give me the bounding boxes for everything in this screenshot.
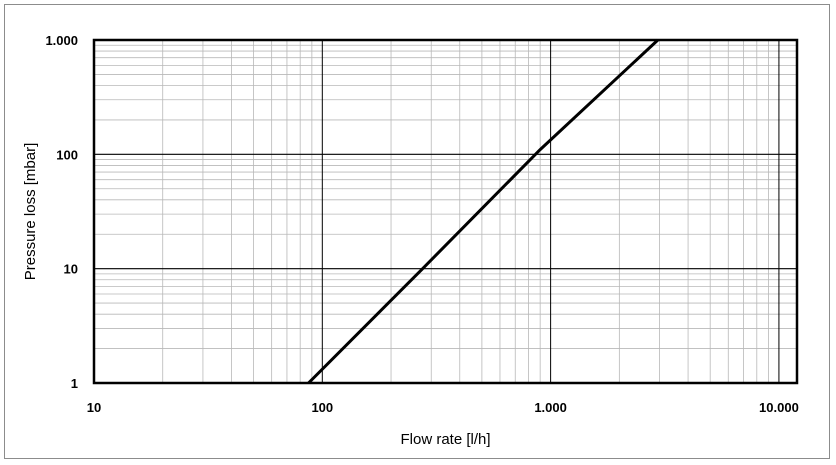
y-tick-labels: 1 10 100 1.000 xyxy=(45,33,78,391)
y-axis-title: Pressure loss [mbar] xyxy=(22,143,39,281)
y-tick-label: 100 xyxy=(56,147,78,162)
series-layer xyxy=(307,38,659,385)
y-tick-label: 10 xyxy=(64,262,78,277)
major-grid xyxy=(93,40,797,384)
x-tick-label: 10.000 xyxy=(759,400,799,415)
series-line-1 xyxy=(307,38,659,385)
x-tick-label: 10 xyxy=(87,400,101,415)
x-tick-label: 1.000 xyxy=(534,400,567,415)
x-axis-title: Flow rate [l/h] xyxy=(400,431,490,448)
y-tick-label: 1 xyxy=(71,376,78,391)
plot-border xyxy=(92,38,799,385)
minor-grid xyxy=(94,40,797,383)
x-tick-label: 100 xyxy=(311,400,333,415)
x-tick-labels: 10 100 1.000 10.000 xyxy=(87,400,799,415)
y-tick-label: 1.000 xyxy=(45,33,78,48)
